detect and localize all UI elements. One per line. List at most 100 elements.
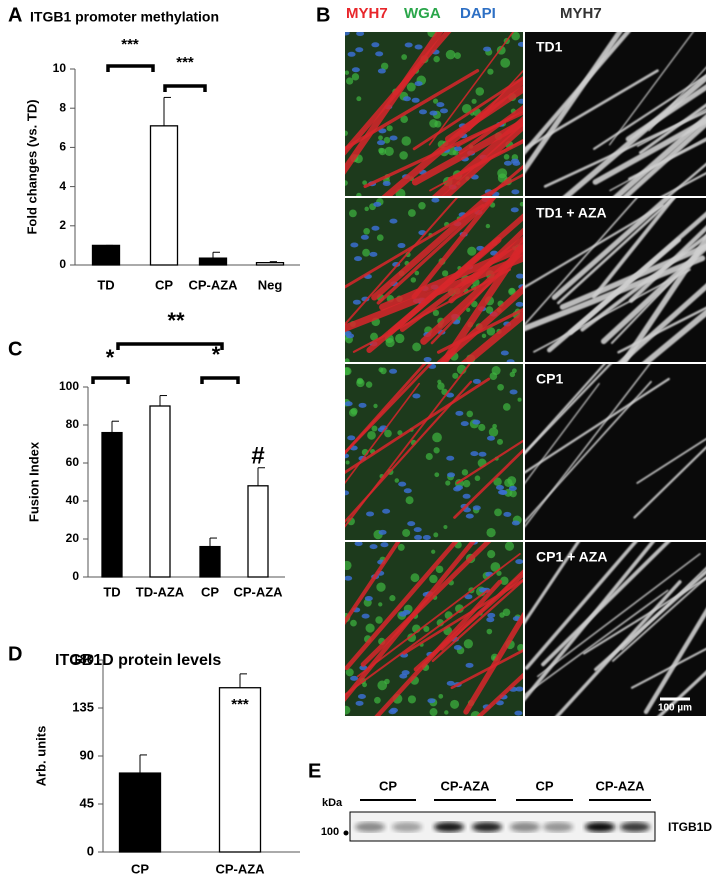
nucleus	[446, 392, 455, 398]
nucleus	[347, 51, 356, 57]
fiber	[541, 542, 671, 667]
significance-label: #	[251, 442, 264, 469]
nucleus	[470, 451, 479, 457]
nucleus	[359, 665, 368, 671]
fiber	[428, 32, 515, 146]
membrane	[437, 382, 445, 390]
membrane	[373, 403, 378, 409]
merge-image	[345, 32, 523, 196]
membrane	[376, 582, 386, 592]
membrane	[399, 151, 408, 160]
membrane	[461, 469, 469, 476]
row-label: TD1	[536, 39, 563, 55]
fiber	[371, 198, 493, 301]
fiber	[345, 364, 471, 528]
panel-letter: A	[8, 4, 22, 26]
membrane	[445, 49, 456, 60]
membrane	[370, 332, 378, 341]
nucleus	[414, 534, 423, 540]
membrane	[487, 550, 496, 559]
y-tick-label: 10	[53, 61, 67, 75]
membrane	[519, 201, 523, 207]
y-axis-label: Arb. units	[33, 726, 48, 787]
membrane	[500, 57, 511, 68]
band	[434, 822, 464, 832]
y-tick-label: 0	[59, 257, 66, 271]
nucleus	[411, 97, 420, 103]
nucleus	[345, 490, 350, 496]
membrane	[407, 695, 417, 704]
protein-label: ITGB1D	[668, 820, 712, 834]
nucleus	[503, 160, 512, 166]
nucleus	[404, 42, 413, 48]
fiber	[420, 245, 523, 345]
y-tick-label: 0	[72, 569, 79, 583]
nucleus	[378, 529, 387, 535]
nucleus	[453, 644, 462, 650]
membrane	[367, 430, 376, 440]
fiber	[381, 75, 523, 196]
merge-image	[345, 198, 523, 362]
y-tick-label: 135	[72, 699, 94, 714]
membrane	[467, 246, 477, 256]
membrane	[407, 633, 417, 643]
nucleus	[345, 453, 350, 459]
nucleus	[472, 419, 481, 425]
fiber	[525, 542, 581, 625]
fiber	[525, 32, 631, 155]
y-axis-label: Fold changes (vs. TD)	[24, 99, 39, 234]
nucleus	[506, 359, 515, 362]
nucleus	[516, 273, 523, 279]
membrane	[371, 425, 378, 432]
membrane	[500, 576, 509, 586]
membrane	[406, 82, 416, 92]
nucleus	[423, 357, 432, 362]
membrane	[365, 623, 375, 633]
membrane	[517, 644, 523, 652]
significance-bracket	[116, 342, 224, 350]
nucleus	[515, 686, 523, 692]
band	[355, 822, 385, 832]
band	[472, 822, 502, 832]
membrane	[345, 180, 348, 186]
significance-label: *	[106, 345, 115, 370]
nucleus	[418, 109, 427, 115]
nucleus	[345, 32, 350, 36]
fiber	[463, 611, 523, 715]
fiber	[593, 74, 706, 150]
nucleus	[389, 218, 398, 224]
nucleus	[495, 484, 504, 490]
significance-label: ***	[121, 36, 139, 53]
nucleus	[414, 44, 423, 50]
membrane	[400, 115, 409, 124]
nucleus	[377, 68, 386, 74]
fiber	[356, 553, 521, 678]
membrane	[350, 619, 357, 627]
fiber	[345, 204, 485, 289]
nucleus	[403, 488, 412, 494]
bar	[91, 244, 121, 266]
fiber	[638, 103, 706, 155]
fiber	[345, 542, 459, 671]
nucleus	[366, 511, 375, 517]
membrane	[401, 54, 408, 60]
fiber	[525, 198, 638, 326]
panel-letter: B	[316, 4, 330, 26]
membrane	[345, 460, 350, 465]
membrane	[345, 668, 354, 677]
membrane	[502, 403, 511, 411]
membrane	[463, 639, 473, 649]
significance-label: **	[167, 308, 185, 333]
fiber	[600, 243, 706, 345]
nucleus	[517, 41, 523, 47]
chart-title: ITGB1 promoter methylation	[30, 9, 219, 25]
band	[585, 822, 615, 832]
nucleus	[371, 225, 380, 231]
fiber	[345, 254, 523, 333]
fiber	[525, 377, 670, 474]
membrane	[434, 472, 440, 478]
marker-dot	[343, 830, 349, 836]
fiber	[460, 310, 523, 362]
nucleus	[455, 410, 464, 416]
membrane	[365, 381, 373, 388]
